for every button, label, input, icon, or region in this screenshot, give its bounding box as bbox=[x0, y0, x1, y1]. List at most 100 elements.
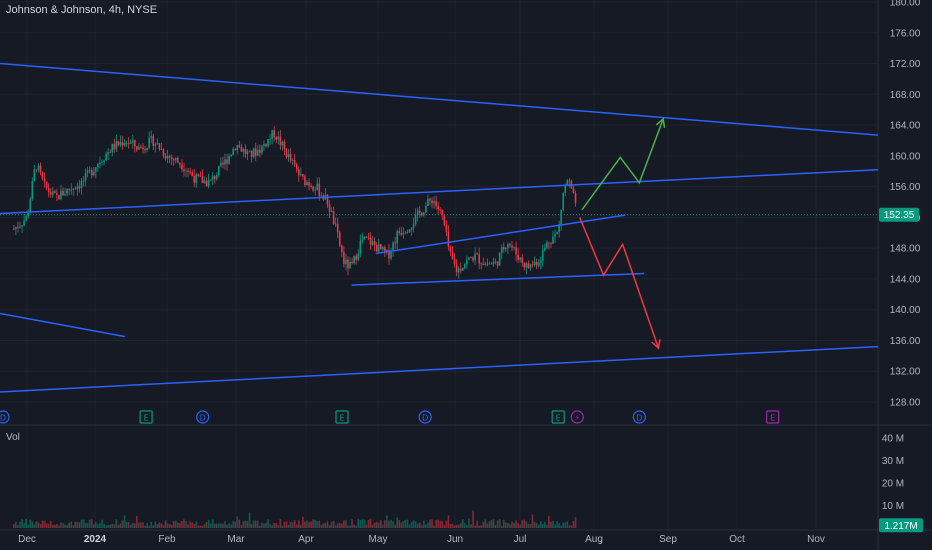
candle-body bbox=[74, 188, 77, 190]
volume-bar bbox=[521, 520, 524, 528]
candle-body bbox=[420, 212, 423, 216]
volume-bar bbox=[261, 522, 263, 528]
earnings-marker-icon[interactable]: E bbox=[551, 410, 565, 424]
y-tick-label: 128.00 bbox=[890, 398, 921, 409]
volume-bar bbox=[404, 520, 407, 528]
candle-body bbox=[123, 143, 126, 146]
volume-bar bbox=[511, 521, 513, 528]
candle-body bbox=[47, 188, 50, 193]
volume-bar bbox=[287, 524, 290, 528]
candle-body bbox=[295, 164, 298, 170]
volume-tick-label: 30 M bbox=[882, 456, 904, 467]
candle-body bbox=[289, 153, 292, 161]
volume-bar bbox=[445, 520, 448, 528]
volume-bar bbox=[271, 525, 273, 528]
dividend-marker-icon[interactable]: D bbox=[418, 410, 432, 424]
candle-body bbox=[328, 204, 331, 212]
volume-tick-label: 40 M bbox=[882, 434, 904, 445]
volume-bar bbox=[76, 522, 79, 528]
candle-body bbox=[146, 148, 148, 151]
y-tick-label: 180.00 bbox=[890, 0, 921, 9]
volume-bar bbox=[283, 521, 286, 528]
volume-bar bbox=[64, 524, 66, 528]
candle-body bbox=[58, 195, 60, 200]
candle-body bbox=[363, 236, 366, 240]
y-tick-label: 164.00 bbox=[890, 121, 921, 132]
candle-body bbox=[543, 247, 546, 251]
dividend-marker-circle bbox=[0, 410, 10, 424]
volume-bar bbox=[191, 522, 193, 528]
volume-bar bbox=[197, 525, 200, 528]
candle-body bbox=[70, 189, 73, 191]
candle-body bbox=[468, 257, 470, 260]
volume-bar bbox=[146, 522, 148, 528]
dividend-marker-icon[interactable]: D bbox=[196, 410, 210, 424]
short-left-line-trendline[interactable] bbox=[0, 312, 126, 338]
candle-body bbox=[246, 151, 249, 154]
candle-body bbox=[252, 148, 255, 157]
earnings-marker-icon[interactable]: E bbox=[335, 410, 349, 424]
candle-body bbox=[224, 159, 226, 165]
candle-body bbox=[43, 178, 46, 182]
volume-bar bbox=[207, 519, 210, 528]
dividend-marker-icon[interactable]: D bbox=[0, 410, 10, 424]
bearish-projection[interactable] bbox=[578, 217, 660, 349]
candle-body bbox=[447, 231, 450, 247]
earnings-marker-icon[interactable]: E bbox=[139, 410, 153, 424]
volume-bar bbox=[181, 521, 183, 528]
candle-body bbox=[476, 253, 478, 255]
volume-bar bbox=[334, 525, 337, 528]
volume-bar bbox=[562, 522, 565, 528]
candle-body bbox=[236, 145, 239, 151]
candle-body bbox=[228, 156, 230, 164]
candle-body bbox=[256, 149, 259, 156]
candle-body bbox=[394, 242, 396, 244]
upper-channel-trendline[interactable] bbox=[0, 62, 879, 136]
candle-body bbox=[498, 252, 501, 266]
candle-body bbox=[488, 263, 491, 265]
bullish-projection[interactable] bbox=[581, 118, 664, 211]
volume-bar bbox=[201, 525, 204, 528]
candle-body bbox=[267, 138, 269, 147]
candle-body bbox=[121, 142, 124, 146]
wedge-upper-trendline[interactable] bbox=[375, 214, 626, 255]
volume-bar bbox=[267, 519, 269, 528]
candle-body bbox=[265, 144, 267, 147]
dividend-marker-letter: D bbox=[200, 414, 206, 423]
earnings-marker-icon[interactable]: E bbox=[766, 410, 780, 424]
candle-body bbox=[271, 130, 273, 139]
volume-tick-label: 20 M bbox=[882, 479, 904, 490]
candle-body bbox=[138, 146, 140, 150]
trendlines[interactable] bbox=[0, 62, 879, 393]
candle-body bbox=[273, 130, 275, 138]
middle-channel-trendline[interactable] bbox=[0, 168, 879, 215]
candle-body bbox=[384, 247, 386, 252]
candle-body bbox=[400, 232, 403, 235]
candle-body bbox=[179, 162, 181, 165]
candle-body bbox=[160, 149, 163, 151]
candle-body bbox=[277, 136, 280, 140]
wedge-lower-trendline[interactable] bbox=[351, 272, 645, 286]
candle-body bbox=[388, 250, 390, 259]
volume-bar bbox=[187, 524, 189, 528]
candle-body bbox=[33, 169, 36, 181]
volume-bar bbox=[312, 519, 314, 528]
split-flash-marker-icon[interactable]: ⚡ bbox=[570, 410, 584, 424]
volume-bar bbox=[429, 519, 431, 528]
lower-channel-trendline[interactable] bbox=[0, 345, 879, 393]
candle-body bbox=[353, 255, 355, 264]
candle-body bbox=[472, 257, 474, 261]
volume-bar bbox=[513, 522, 515, 528]
x-tick-label: Dec bbox=[18, 534, 36, 545]
dividend-marker-icon[interactable]: D bbox=[632, 410, 646, 424]
candle-body bbox=[365, 236, 368, 238]
volume-bar bbox=[459, 523, 462, 528]
projections[interactable] bbox=[578, 117, 666, 350]
x-tick-label: Aug bbox=[585, 534, 603, 545]
candle-body bbox=[15, 227, 17, 230]
volume-bar bbox=[60, 522, 62, 528]
candle-body bbox=[51, 191, 54, 195]
candle-body bbox=[386, 250, 388, 252]
event-markers[interactable]: D E D E D E ⚡ D E bbox=[0, 410, 780, 424]
